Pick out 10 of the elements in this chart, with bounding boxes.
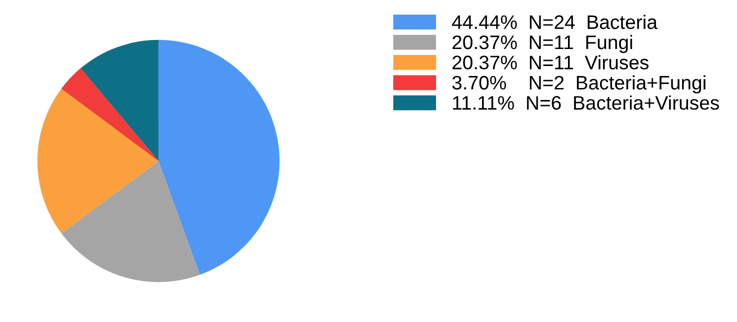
pie-slice <box>158 40 280 275</box>
legend-label: 44.44% N=24 Bacteria <box>452 14 658 30</box>
pie-slice <box>61 68 158 161</box>
pie-slice <box>37 88 158 234</box>
legend-label: 11.11% N=6 Bacteria+Viruses <box>453 95 719 110</box>
legend-label: 3.70% N=2 Bacteria+Fungi <box>452 75 706 94</box>
pie-slice <box>80 40 158 161</box>
legend-label: 20.37% N=11 Fungi <box>452 34 632 54</box>
legend-label: 20.37% N=11 Viruses <box>452 55 649 70</box>
pie-slice <box>61 161 200 282</box>
